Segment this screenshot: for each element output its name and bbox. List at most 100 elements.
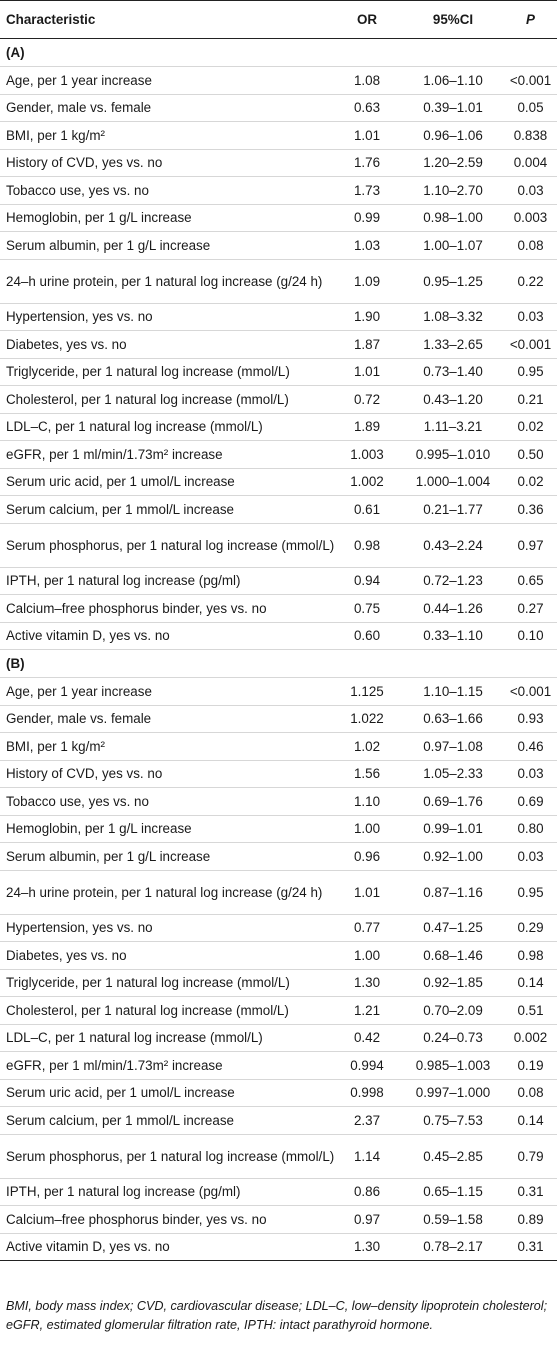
characteristic-cell: History of CVD, yes vs. no [6,766,163,782]
or-cell: 0.63 [353,100,381,116]
table-row: Diabetes, yes vs. no 1.87 1.33–2.65 <0.001 [0,331,557,359]
characteristic-cell: Age, per 1 year increase [6,72,152,88]
p-value-cell: 0.14 [517,1112,544,1128]
table-row: eGFR, per 1 ml/min/1.73m² increase 0.994 0… [0,1052,557,1080]
or-cell: 1.03 [353,237,381,253]
p-value-cell: 0.95 [517,364,544,380]
section-label: (A) [6,45,25,60]
section-label-row: (A) [0,39,557,67]
ci-cell: 0.45–2.85 [423,1148,483,1164]
characteristic-cell: Calcium–free phosphorus binder, yes vs. … [6,600,267,616]
characteristic-cell: Diabetes, yes vs. no [6,947,127,963]
table-row: 24–h urine protein, per 1 natural log in… [0,260,557,304]
table-row: History of CVD, yes vs. no 1.56 1.05–2.33 0… [0,761,557,788]
or-cell: 1.08 [353,72,381,88]
or-cell: 1.003 [350,446,384,462]
characteristic-cell: LDL–C, per 1 natural log increase (mmol/… [6,419,263,435]
ci-cell: 0.69–1.76 [423,793,483,809]
odds-ratio-table: Characteristic OR 95%CI P (A) Age, per 1 … [0,0,557,1261]
or-cell: 1.022 [350,711,384,727]
table-row: Tobacco use, yes vs. no 1.10 0.69–1.76 0.69 [0,788,557,816]
p-value-cell: <0.001 [509,683,552,699]
characteristic-cell: eGFR, per 1 ml/min/1.73m² increase [6,1057,223,1073]
or-cell: 1.73 [353,182,381,198]
or-cell: 1.87 [353,336,381,352]
or-cell: 0.994 [350,1057,384,1073]
characteristic-cell: Serum uric acid, per 1 umol/L increase [6,474,235,490]
ci-cell: 0.47–1.25 [423,920,483,936]
p-value-cell: 0.838 [513,127,548,143]
characteristic-cell: IPTH, per 1 natural log increase (pg/ml) [6,1184,241,1200]
characteristic-cell: Age, per 1 year increase [6,683,152,699]
table-row: BMI, per 1 kg/m² 1.02 0.97–1.08 0.46 [0,733,557,761]
characteristic-cell: 24–h urine protein, per 1 natural log in… [6,273,323,289]
characteristic-cell: Serum uric acid, per 1 umol/L increase [6,1085,235,1101]
characteristic-cell: Diabetes, yes vs. no [6,336,127,352]
or-cell: 0.60 [353,628,381,644]
p-value-cell: 0.29 [517,920,544,936]
ci-cell: 0.70–2.09 [423,1002,483,1018]
p-value-cell: 0.31 [517,1184,544,1200]
table-row: eGFR, per 1 ml/min/1.73m² increase 1.003 0… [0,441,557,469]
table-footnote: BMI, body mass index; CVD, cardiovascula… [6,1299,548,1332]
or-cell: 0.75 [353,600,381,616]
or-cell: 0.77 [353,920,381,936]
ci-cell: 0.95–1.25 [423,273,483,289]
table-row: Gender, male vs. female 0.63 0.39–1.01 0.05 [0,95,557,122]
or-cell: 0.96 [353,848,381,864]
characteristic-cell: Tobacco use, yes vs. no [6,793,149,809]
characteristic-cell: Cholesterol, per 1 natural log increase … [6,1002,289,1018]
table-row: Serum phosphorus, per 1 natural log incr… [0,524,557,568]
section-label-row: (B) [0,650,557,678]
table-row: Serum albumin, per 1 g/L increase 1.03 1.0… [0,232,557,260]
table-row: Cholesterol, per 1 natural log increase … [0,997,557,1025]
or-cell: 0.61 [353,501,381,517]
p-value-cell: 0.95 [517,884,544,900]
or-cell: 0.98 [353,537,381,553]
ci-cell: 0.995–1.010 [415,446,491,462]
or-cell: 1.002 [350,474,384,490]
p-value-cell: 0.46 [517,738,544,754]
table-row: Hypertension, yes vs. no 1.90 1.08–3.32 0.0… [0,304,557,331]
ci-cell: 0.97–1.08 [423,738,483,754]
or-cell: 0.42 [353,1030,381,1046]
ci-cell: 0.92–1.00 [423,848,483,864]
table-row: BMI, per 1 kg/m² 1.01 0.96–1.06 0.838 [0,122,557,150]
or-cell: 1.01 [353,884,381,900]
or-cell: 1.02 [353,738,381,754]
characteristic-cell: Cholesterol, per 1 natural log increase … [6,391,289,407]
header-p: P [526,12,535,27]
table-row: History of CVD, yes vs. no 1.76 1.20–2.59 0… [0,150,557,177]
p-value-cell: 0.02 [517,419,544,435]
p-value-cell: 0.22 [517,273,544,289]
p-value-cell: 0.03 [517,766,544,782]
characteristic-cell: History of CVD, yes vs. no [6,155,163,171]
or-cell: 1.90 [353,309,381,325]
characteristic-cell: LDL–C, per 1 natural log increase (mmol/… [6,1030,263,1046]
table-row: Serum phosphorus, per 1 natural log incr… [0,1135,557,1179]
p-value-cell: 0.65 [517,573,544,589]
table-row: Cholesterol, per 1 natural log increase … [0,386,557,414]
or-cell: 1.00 [353,821,381,837]
table-row: Hemoglobin, per 1 g/L increase 1.00 0.99–1… [0,816,557,843]
p-value-cell: 0.08 [517,237,544,253]
table-row: Serum albumin, per 1 g/L increase 0.96 0.9… [0,843,557,871]
ci-cell: 1.000–1.004 [415,474,491,490]
p-value-cell: 0.002 [513,1030,548,1046]
table-row: LDL–C, per 1 natural log increase (mmol/… [0,414,557,441]
ci-cell: 0.92–1.85 [423,975,483,991]
p-value-cell: 0.98 [517,947,544,963]
p-value-cell: 0.79 [517,1148,544,1164]
characteristic-cell: Tobacco use, yes vs. no [6,182,149,198]
or-cell: 1.89 [353,419,381,435]
p-value-cell: 0.89 [517,1211,544,1227]
p-value-cell: 0.02 [517,474,544,490]
characteristic-cell: Active vitamin D, yes vs. no [6,628,170,644]
ci-cell: 0.72–1.23 [423,573,483,589]
ci-cell: 0.96–1.06 [423,127,483,143]
table-row: Gender, male vs. female 1.022 0.63–1.66 0.9… [0,706,557,733]
ci-cell: 0.39–1.01 [423,100,483,116]
characteristic-cell: eGFR, per 1 ml/min/1.73m² increase [6,446,223,462]
table-row: Tobacco use, yes vs. no 1.73 1.10–2.70 0.03 [0,177,557,205]
ci-cell: 0.73–1.40 [423,364,483,380]
